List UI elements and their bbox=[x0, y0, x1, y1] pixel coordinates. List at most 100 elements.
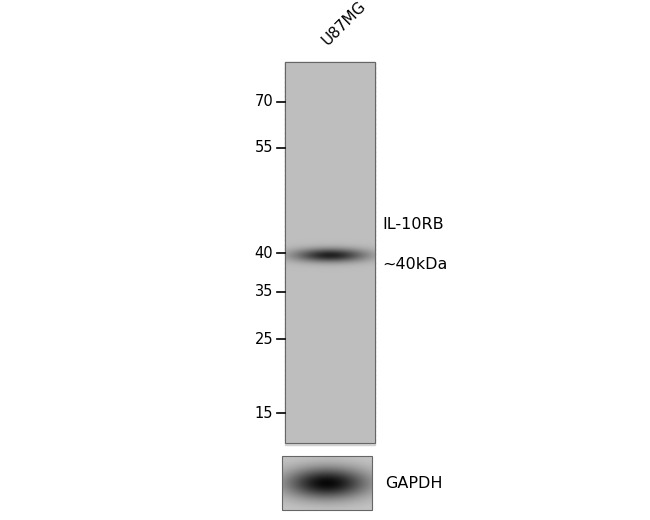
Bar bbox=[285, 80, 375, 82]
Bar bbox=[285, 141, 375, 143]
Bar bbox=[285, 400, 375, 401]
Bar bbox=[285, 212, 375, 214]
Bar bbox=[285, 298, 375, 300]
Bar bbox=[285, 122, 375, 124]
Bar bbox=[285, 425, 375, 427]
Bar bbox=[285, 93, 375, 94]
Bar bbox=[285, 347, 375, 349]
Bar bbox=[285, 327, 375, 329]
Bar bbox=[285, 75, 375, 76]
Bar bbox=[285, 84, 375, 85]
Bar bbox=[285, 303, 375, 305]
Bar bbox=[285, 159, 375, 161]
Bar bbox=[285, 420, 375, 422]
Bar bbox=[285, 270, 375, 271]
Bar bbox=[285, 171, 375, 172]
Bar bbox=[285, 381, 375, 382]
Bar bbox=[285, 434, 375, 436]
Bar bbox=[285, 358, 375, 359]
Bar bbox=[285, 262, 375, 264]
Bar bbox=[285, 395, 375, 396]
Bar bbox=[285, 398, 375, 400]
Bar bbox=[285, 77, 375, 79]
Bar bbox=[285, 126, 375, 127]
Bar bbox=[285, 310, 375, 312]
Bar bbox=[285, 302, 375, 303]
Bar bbox=[285, 360, 375, 362]
Bar bbox=[285, 210, 375, 212]
Bar bbox=[285, 183, 375, 185]
Text: 40: 40 bbox=[254, 245, 273, 261]
Bar bbox=[285, 309, 375, 311]
Bar bbox=[285, 350, 375, 352]
Text: GAPDH: GAPDH bbox=[385, 475, 443, 490]
Bar bbox=[285, 168, 375, 170]
Bar bbox=[285, 128, 375, 130]
Text: ~40kDa: ~40kDa bbox=[382, 257, 447, 272]
Bar bbox=[285, 150, 375, 152]
Bar bbox=[285, 109, 375, 111]
Bar bbox=[285, 217, 375, 219]
Bar bbox=[285, 142, 375, 144]
Bar bbox=[285, 117, 375, 119]
Bar bbox=[285, 351, 375, 353]
Bar bbox=[285, 96, 375, 98]
Bar bbox=[285, 240, 375, 242]
Bar bbox=[285, 267, 375, 269]
Bar bbox=[285, 200, 375, 201]
Bar bbox=[285, 114, 375, 116]
Bar bbox=[285, 326, 375, 328]
Bar bbox=[285, 233, 375, 235]
Bar bbox=[285, 439, 375, 441]
Bar bbox=[285, 144, 375, 145]
Bar bbox=[285, 406, 375, 408]
Bar bbox=[285, 108, 375, 110]
Bar bbox=[285, 73, 375, 75]
Bar bbox=[285, 293, 375, 294]
Bar bbox=[285, 245, 375, 248]
Bar bbox=[285, 249, 375, 251]
Bar bbox=[285, 113, 375, 115]
Bar bbox=[285, 100, 375, 102]
Bar bbox=[285, 411, 375, 413]
Bar bbox=[285, 365, 375, 367]
Bar bbox=[285, 314, 375, 316]
Bar bbox=[285, 187, 375, 189]
Bar bbox=[285, 243, 375, 245]
Bar bbox=[285, 437, 375, 438]
Bar bbox=[285, 441, 375, 444]
Bar bbox=[285, 266, 375, 268]
Bar bbox=[285, 235, 375, 237]
Bar bbox=[285, 220, 375, 222]
Bar bbox=[285, 223, 375, 224]
Bar bbox=[285, 282, 375, 284]
Bar bbox=[285, 281, 375, 283]
Bar bbox=[285, 138, 375, 140]
Bar bbox=[285, 402, 375, 404]
Bar bbox=[285, 335, 375, 336]
Bar bbox=[285, 291, 375, 293]
Text: 35: 35 bbox=[255, 284, 273, 300]
Bar bbox=[285, 157, 375, 158]
Bar bbox=[285, 318, 375, 320]
Bar bbox=[285, 145, 375, 147]
Bar bbox=[285, 189, 375, 191]
Bar bbox=[285, 120, 375, 121]
Bar bbox=[285, 71, 375, 73]
Bar bbox=[285, 104, 375, 106]
Bar bbox=[285, 177, 375, 178]
Bar bbox=[285, 140, 375, 141]
Bar bbox=[285, 435, 375, 437]
Bar bbox=[285, 330, 375, 331]
Bar bbox=[285, 135, 375, 136]
Bar bbox=[285, 416, 375, 418]
Bar bbox=[285, 323, 375, 325]
Bar bbox=[285, 136, 375, 138]
Bar bbox=[285, 363, 375, 365]
Bar bbox=[285, 261, 375, 263]
Bar bbox=[285, 259, 375, 261]
Bar bbox=[285, 99, 375, 101]
Bar bbox=[285, 300, 375, 302]
Text: U87MG: U87MG bbox=[319, 0, 369, 48]
Bar bbox=[285, 276, 375, 278]
